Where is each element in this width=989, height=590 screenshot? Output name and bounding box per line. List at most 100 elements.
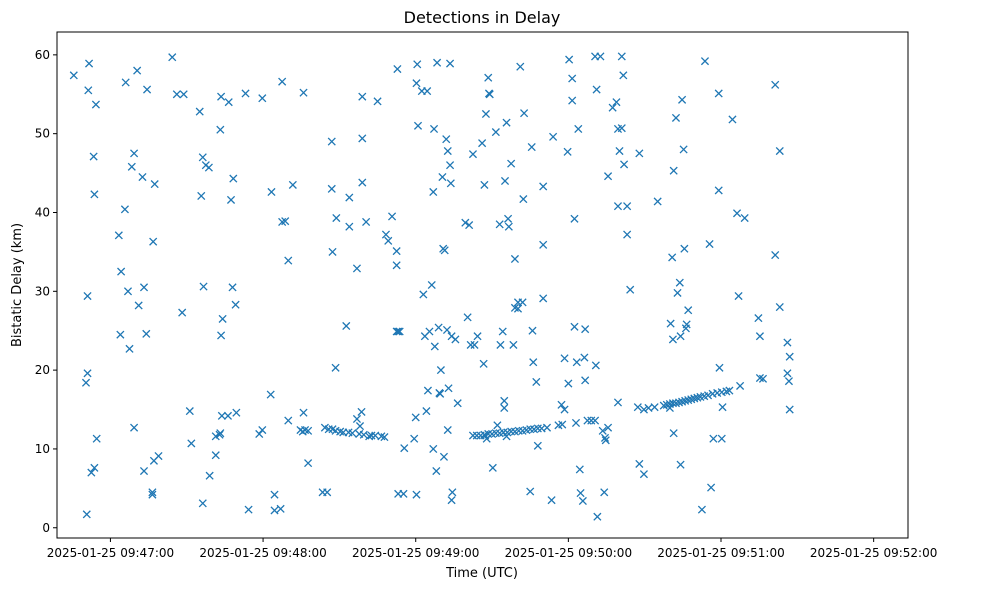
data-point	[527, 143, 536, 152]
y-tick-label: 30	[35, 284, 50, 298]
data-point	[216, 125, 225, 134]
data-point	[755, 332, 764, 341]
data-point	[150, 180, 159, 189]
data-point	[87, 468, 96, 477]
data-point	[358, 178, 367, 187]
data-point	[276, 504, 285, 513]
data-point	[392, 261, 401, 270]
data-points	[69, 52, 794, 521]
data-point	[92, 434, 101, 443]
data-point	[197, 191, 206, 200]
data-point	[681, 396, 690, 405]
data-point	[331, 363, 340, 372]
data-point	[134, 301, 143, 310]
data-point	[639, 405, 648, 414]
data-point	[498, 327, 507, 336]
data-point	[395, 327, 404, 336]
x-tick-label: 2025-01-25 09:52:00	[810, 546, 937, 560]
data-point	[500, 403, 509, 413]
y-tick-label: 0	[42, 521, 50, 535]
data-point	[69, 71, 78, 80]
data-point	[732, 209, 742, 218]
data-point	[299, 88, 308, 97]
data-point	[478, 139, 487, 148]
data-point	[412, 490, 421, 499]
data-point	[278, 77, 287, 86]
data-point	[513, 304, 523, 313]
data-point	[603, 172, 613, 181]
data-point	[218, 314, 227, 323]
data-point	[575, 465, 584, 474]
data-point	[533, 424, 542, 433]
data-point	[507, 159, 516, 168]
data-point	[392, 327, 401, 336]
data-point	[352, 264, 362, 273]
data-point	[740, 213, 749, 223]
data-point	[600, 488, 609, 497]
data-point	[564, 379, 573, 388]
data-point	[783, 369, 792, 378]
data-point	[619, 71, 628, 80]
data-point	[684, 306, 693, 315]
data-point	[82, 510, 91, 519]
data-point	[429, 187, 438, 197]
data-point	[516, 62, 525, 71]
data-point	[342, 321, 351, 331]
data-point	[679, 145, 688, 154]
data-point	[526, 425, 535, 434]
data-point	[438, 172, 447, 182]
data-point	[784, 377, 793, 386]
data-point	[359, 430, 368, 439]
data-point	[583, 416, 592, 425]
data-point	[336, 427, 345, 436]
data-point	[300, 425, 310, 435]
data-point	[355, 422, 365, 431]
data-point	[725, 386, 734, 395]
data-point	[484, 429, 493, 439]
data-point	[468, 431, 478, 440]
plot-frame	[56, 31, 909, 539]
y-tick-label: 20	[35, 363, 50, 377]
data-point	[783, 338, 792, 347]
data-point	[558, 420, 567, 429]
data-point	[123, 287, 133, 296]
data-point	[639, 470, 648, 479]
data-point	[491, 128, 500, 137]
data-point	[714, 186, 723, 195]
data-point	[539, 294, 548, 303]
data-point	[154, 451, 163, 461]
data-point	[533, 441, 542, 450]
data-point	[125, 344, 134, 353]
data-point	[693, 393, 702, 402]
data-point	[709, 434, 718, 443]
data-point	[451, 335, 460, 344]
data-point	[596, 52, 605, 61]
data-point	[468, 150, 478, 159]
data-point	[130, 423, 139, 432]
data-point	[623, 230, 632, 239]
y-axis-title: Bistatic Delay (km)	[10, 223, 25, 347]
data-point	[668, 253, 677, 262]
data-point	[601, 436, 610, 445]
data-point	[510, 303, 519, 312]
data-point	[529, 358, 538, 367]
data-point	[493, 421, 502, 430]
data-point	[373, 97, 382, 106]
data-point	[345, 222, 354, 231]
data-point	[204, 163, 213, 172]
data-point	[217, 331, 226, 340]
data-point	[198, 499, 207, 508]
data-point	[481, 109, 490, 119]
data-point	[345, 193, 354, 202]
data-point	[563, 147, 572, 156]
data-point	[626, 285, 635, 294]
data-point	[571, 418, 581, 427]
data-point	[270, 490, 279, 499]
data-point	[620, 160, 629, 169]
data-point	[130, 149, 139, 158]
data-point	[205, 471, 214, 480]
data-point	[443, 146, 452, 156]
data-point	[412, 79, 421, 88]
data-point	[384, 236, 393, 245]
data-point	[504, 214, 513, 223]
